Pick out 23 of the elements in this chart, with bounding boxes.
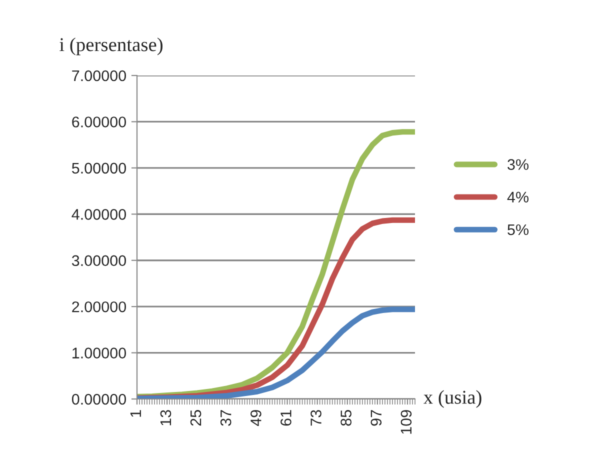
x-axis-title: x (usia) <box>424 390 482 408</box>
x-tick-label: 61 <box>280 410 292 426</box>
x-tick-label: 37 <box>220 410 232 426</box>
y-tick-label: 6.00000 <box>72 116 126 128</box>
x-tick-label: 1 <box>130 410 141 417</box>
x-tick-label: 73 <box>310 410 322 426</box>
x-tick-label: 25 <box>190 410 202 426</box>
y-axis-title: i (persentase) <box>60 38 162 56</box>
x-tick-label: 109 <box>400 410 412 434</box>
y-tick-label: 1.00000 <box>72 348 126 358</box>
y-tick-label: 0.00000 <box>72 394 126 405</box>
legend-label: 5% <box>508 224 529 236</box>
x-tick-label: 49 <box>250 410 262 426</box>
x-tick-label: 13 <box>160 410 172 426</box>
y-tick-label: 4.00000 <box>72 209 126 220</box>
legend-label: 4% <box>507 192 529 202</box>
y-tick-label: 7.00000 <box>72 70 126 82</box>
legend-label: 3% <box>508 159 529 170</box>
x-tick-label: 97 <box>370 410 382 426</box>
y-tick-label: 5.00000 <box>72 162 126 174</box>
x-tick-label: 85 <box>340 410 352 426</box>
y-tick-label: 3.00000 <box>72 255 126 266</box>
y-tick-label: 2.00000 <box>72 301 126 312</box>
